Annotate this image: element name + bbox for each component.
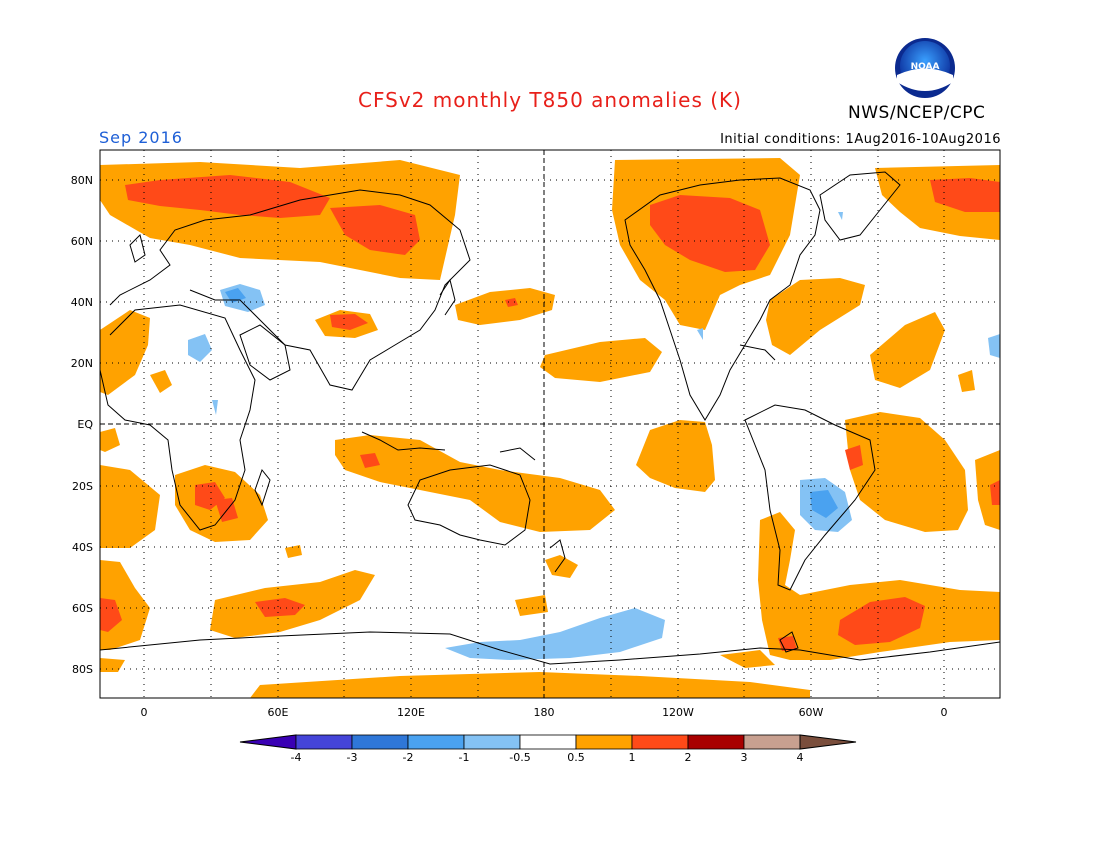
- lat-label: 80S: [72, 663, 93, 676]
- lat-label: 20N: [71, 357, 93, 370]
- colorbar-tick-label: -0.5: [509, 751, 530, 764]
- lat-lon-grid: [100, 150, 1000, 698]
- colorbar-box: [463, 734, 521, 750]
- initial-conditions: Initial conditions: 1Aug2016-10Aug2016: [720, 132, 1001, 147]
- latitude-labels: 80N 60N 40N 20N EQ 20S 40S 60S 80S: [71, 174, 94, 676]
- colorbar-box: [519, 734, 577, 750]
- colorbar-box: [575, 734, 633, 750]
- colorbar-tick-label: -4: [291, 751, 302, 764]
- chart-title: CFSv2 monthly T850 anomalies (K): [358, 88, 742, 112]
- colorbar-tick-label: 3: [741, 751, 748, 764]
- lon-label: 120E: [397, 706, 425, 719]
- colorbar-box: [351, 734, 409, 750]
- forecast-month: Sep 2016: [99, 128, 183, 147]
- strong-negative-anomaly-areas: [225, 288, 838, 518]
- lat-label: 60S: [72, 602, 93, 615]
- lat-label: 40N: [71, 296, 93, 309]
- lon-label: 120W: [662, 706, 694, 719]
- equator-dateline: [100, 150, 1000, 698]
- lat-label: 20S: [72, 480, 93, 493]
- lon-label: 180: [534, 706, 555, 719]
- map-field: [100, 150, 1000, 698]
- colorbar-tick-label: -3: [347, 751, 358, 764]
- colorbar-box: [407, 734, 465, 750]
- lat-label: 60N: [71, 235, 93, 248]
- lat-label: EQ: [77, 418, 93, 431]
- lat-label: 40S: [72, 541, 93, 554]
- lon-label: 0: [941, 706, 948, 719]
- colorbar-tick-label: 1: [629, 751, 636, 764]
- strong-positive-anomaly-areas: [100, 175, 1000, 651]
- coastlines: [100, 171, 1000, 665]
- lon-label: 60E: [268, 706, 289, 719]
- colorbar-box: [631, 734, 689, 750]
- colorbar-tick-label: -1: [459, 751, 470, 764]
- colorbar-box: [743, 734, 801, 750]
- colorbar-tick-label: -2: [403, 751, 414, 764]
- colorbar: -4 -3 -2 -1 -0.5 0.5 1 2 3 4: [239, 734, 857, 764]
- agency-credit: NWS/NCEP/CPC: [848, 103, 986, 123]
- lon-label: 60W: [799, 706, 824, 719]
- colorbar-box: [295, 734, 353, 750]
- colorbar-tick-label: 2: [685, 751, 692, 764]
- noaa-logo: NOAA: [895, 38, 955, 98]
- colorbar-upper-triangle: [799, 734, 857, 750]
- lat-label: 80N: [71, 174, 93, 187]
- colorbar-lower-triangle: [239, 734, 297, 750]
- map-frame: [99, 149, 1001, 699]
- logo-text: NOAA: [911, 62, 940, 72]
- colorbar-tick-label: 4: [797, 751, 804, 764]
- colorbar-box: [687, 734, 745, 750]
- longitude-labels: 0 60E 120E 180 120W 60W 0: [141, 706, 948, 719]
- lon-label: 0: [141, 706, 148, 719]
- colorbar-tick-label: 0.5: [567, 751, 585, 764]
